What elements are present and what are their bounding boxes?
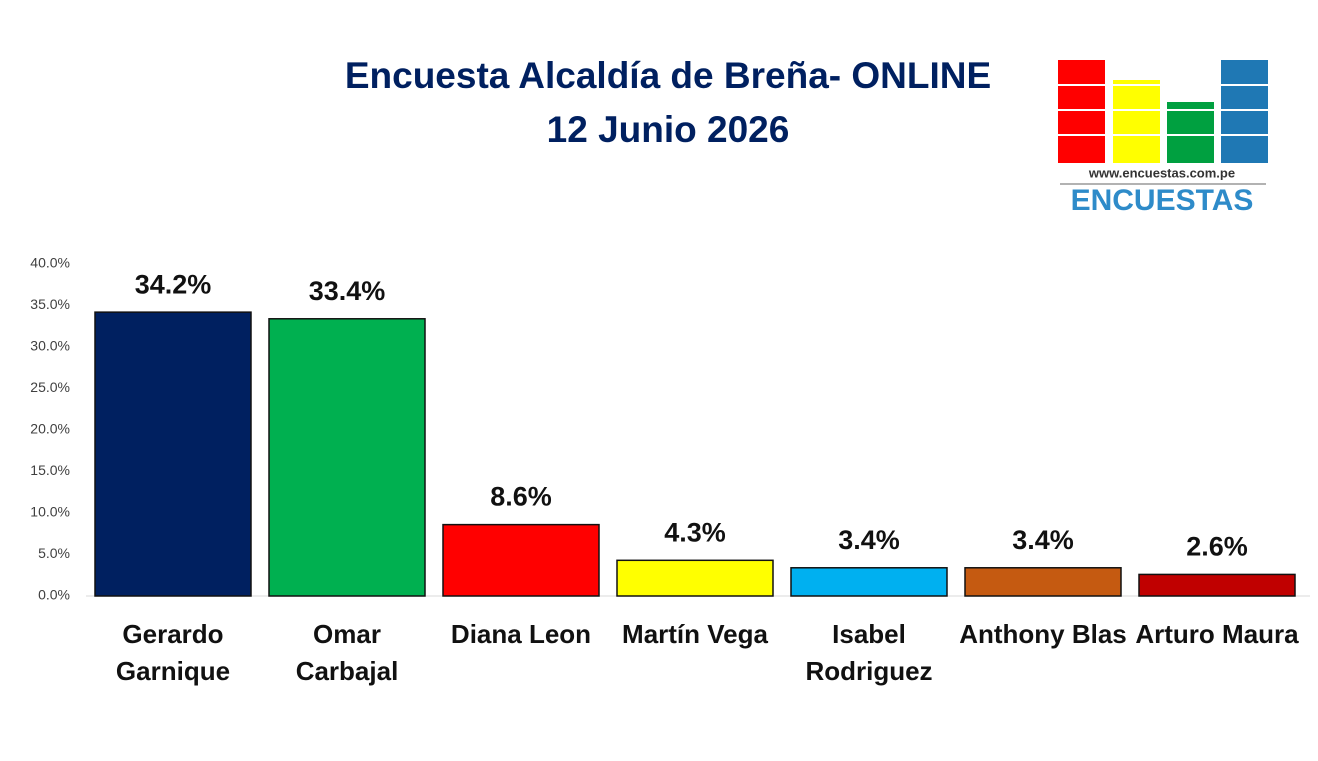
bar (442, 523, 600, 597)
x-tick-label: Anthony Blas (959, 619, 1127, 649)
y-tick-label: 40.0% (30, 255, 70, 271)
x-tick-label: Omar Carbajal (295, 619, 399, 686)
value-label: 3.4% (838, 525, 900, 555)
logo: www.encuestas.com.pe ENCUESTAS (1058, 60, 1268, 217)
logo-name: ENCUESTAS (1071, 184, 1254, 217)
y-tick-label: 25.0% (30, 379, 70, 395)
logo-bar (1058, 60, 1105, 163)
bar (790, 567, 948, 597)
value-label: 34.2% (135, 269, 212, 299)
logo-url: www.encuestas.com.pe (1088, 165, 1235, 180)
bar (964, 567, 1122, 597)
y-tick-label: 20.0% (30, 421, 70, 437)
y-tick-label: 15.0% (30, 462, 70, 478)
logo-bar (1221, 60, 1268, 163)
value-label: 33.4% (309, 276, 386, 306)
value-label: 4.3% (664, 517, 726, 547)
y-tick-label: 0.0% (38, 587, 70, 603)
bar (616, 559, 774, 597)
value-label: 8.6% (490, 482, 552, 512)
chart-title: Encuesta Alcaldía de Breña- ONLINE (345, 55, 991, 96)
logo-bar (1113, 80, 1160, 163)
y-tick-label: 5.0% (38, 545, 70, 561)
y-tick-label: 10.0% (30, 504, 70, 520)
x-tick-label: Arturo Maura (1135, 619, 1299, 649)
chart-subtitle: 12 Junio 2026 (547, 109, 790, 150)
x-tick-label: Gerardo Garnique (115, 619, 231, 686)
x-tick-label: Martín Vega (622, 619, 768, 649)
value-label: 2.6% (1186, 532, 1248, 562)
bar (268, 318, 426, 597)
x-tick-label: Isabel Rodriguez (805, 619, 933, 686)
x-tick-label: Diana Leon (450, 619, 592, 649)
y-tick-label: 35.0% (30, 296, 70, 312)
y-tick-label: 30.0% (30, 338, 70, 354)
logo-bar (1167, 102, 1214, 163)
bar (1138, 573, 1296, 597)
value-label: 3.4% (1012, 525, 1074, 555)
bar (94, 311, 252, 597)
